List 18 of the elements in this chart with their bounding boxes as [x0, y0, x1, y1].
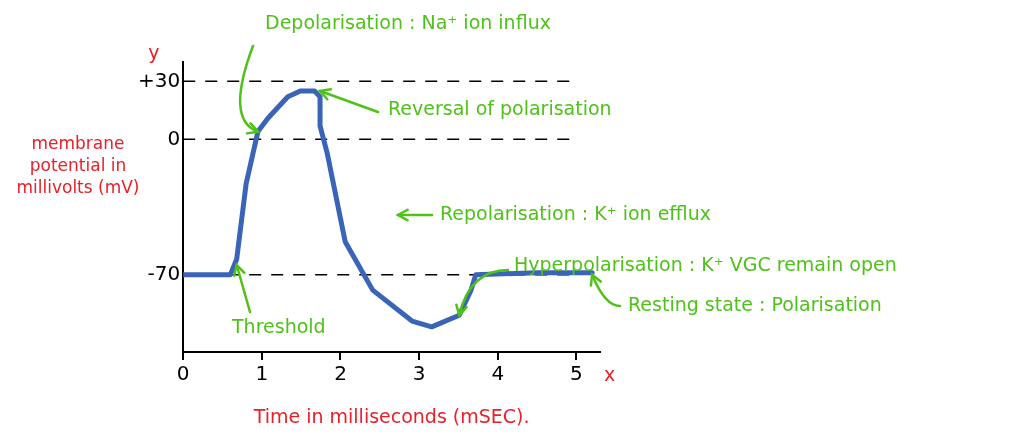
x-tick-label: 3	[412, 361, 426, 386]
x-axis-title: Time in milliseconds (mSEC).	[252, 404, 530, 427]
text: x	[604, 362, 616, 385]
annotation: Depolarisation : Na⁺ ion influx	[265, 10, 551, 33]
annotation: Hyperpolarisation : K⁺ VGC remain open	[514, 252, 897, 275]
annotation: Repolarisation : K⁺ ion efflux	[440, 201, 712, 224]
x-tick-label: 5	[570, 361, 583, 386]
text: y	[148, 40, 160, 63]
y-axis-title: membrane potential in millivolts (mV)	[16, 133, 140, 198]
y-tick-label: 0	[167, 125, 181, 150]
x-tick-label: 2	[334, 361, 347, 386]
x-tick-label: 1	[255, 361, 269, 386]
annotation: Reversal of polarisation	[388, 96, 612, 119]
annotation: Threshold	[231, 314, 326, 337]
y-tick-label: +30	[137, 67, 181, 92]
x-tick-label: 4	[491, 361, 505, 386]
annotation: Resting state : Polarisation	[628, 292, 882, 315]
y-tick-label: -70	[147, 260, 181, 285]
